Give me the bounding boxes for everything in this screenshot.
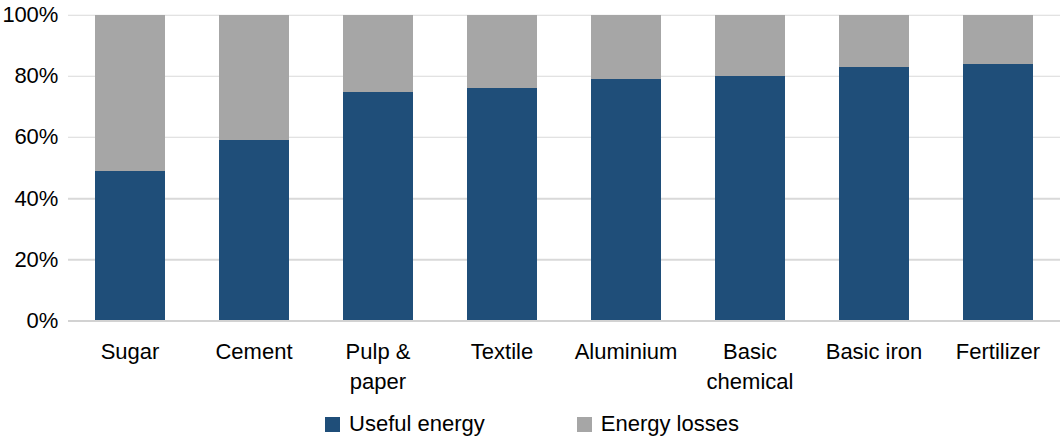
bar-segment-energy-losses xyxy=(963,15,1033,64)
legend-item-useful-energy: Useful energy xyxy=(325,410,485,438)
legend-item-energy-losses: Energy losses xyxy=(577,410,739,438)
bar-segment-useful-energy xyxy=(963,64,1033,321)
bar-column xyxy=(440,15,564,321)
bar-segment-energy-losses xyxy=(343,15,413,92)
bar-series xyxy=(68,15,1060,321)
bar-segment-energy-losses xyxy=(95,15,165,171)
x-category-label: Sugar xyxy=(68,337,192,397)
y-tick-label: 0% xyxy=(0,307,58,335)
bar-column xyxy=(688,15,812,321)
bar-segment-useful-energy xyxy=(343,92,413,322)
x-axis: SugarCementPulp & paperTextileAluminiumB… xyxy=(68,337,1060,397)
y-tick-label: 60% xyxy=(0,123,58,151)
bar-segment-energy-losses xyxy=(219,15,289,140)
bar-column xyxy=(68,15,192,321)
bar-segment-useful-energy xyxy=(95,171,165,321)
bar-segment-useful-energy xyxy=(467,88,537,321)
plot-area xyxy=(68,15,1060,321)
legend-label: Energy losses xyxy=(601,410,739,438)
bar-segment-useful-energy xyxy=(715,76,785,321)
x-category-label: Cement xyxy=(192,337,316,397)
bar-segment-energy-losses xyxy=(715,15,785,76)
bar-segment-energy-losses xyxy=(839,15,909,67)
bar-segment-energy-losses xyxy=(591,15,661,79)
bar-column xyxy=(192,15,316,321)
stacked-bar-chart: 0% 20% 40% 60% 80% 100% SugarCementPulp & pap… xyxy=(0,0,1064,440)
bar-column xyxy=(564,15,688,321)
bar-segment-useful-energy xyxy=(839,67,909,321)
bar-column xyxy=(316,15,440,321)
x-category-label: Textile xyxy=(440,337,564,397)
x-category-label: Pulp & paper xyxy=(316,337,440,397)
x-category-label: Fertilizer xyxy=(936,337,1060,397)
x-axis-line xyxy=(68,320,1060,322)
x-category-label: Basic chemical xyxy=(688,337,812,397)
legend: Useful energy Energy losses xyxy=(0,410,1064,438)
bar-column xyxy=(812,15,936,321)
y-tick-label: 40% xyxy=(0,185,58,213)
bar-segment-useful-energy xyxy=(591,79,661,321)
x-category-label: Aluminium xyxy=(564,337,688,397)
legend-swatch-useful-energy xyxy=(325,417,340,432)
bar-segment-useful-energy xyxy=(219,140,289,321)
y-tick-label: 100% xyxy=(0,1,58,29)
bar-segment-energy-losses xyxy=(467,15,537,88)
legend-label: Useful energy xyxy=(349,410,485,438)
bar-column xyxy=(936,15,1060,321)
legend-swatch-energy-losses xyxy=(577,417,592,432)
y-tick-label: 20% xyxy=(0,246,58,274)
y-tick-label: 80% xyxy=(0,62,58,90)
x-category-label: Basic iron xyxy=(812,337,936,397)
